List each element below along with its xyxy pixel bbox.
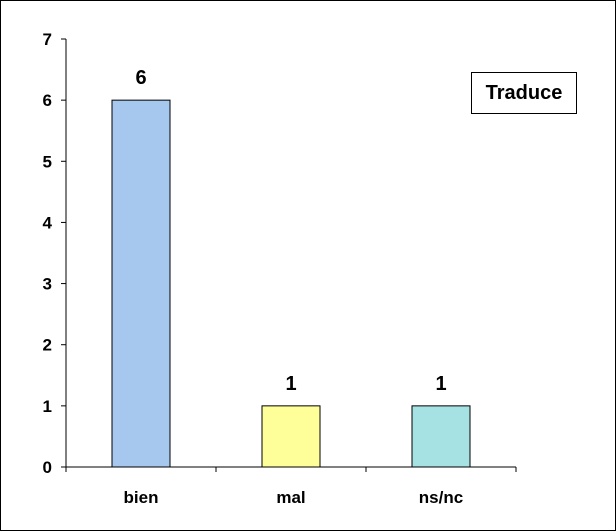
y-tick-label: 1 xyxy=(43,397,52,416)
data-label: 6 xyxy=(135,67,146,89)
y-tick-label: 4 xyxy=(43,213,53,232)
bar-bien xyxy=(111,99,171,468)
bar-mal xyxy=(261,405,321,468)
bars xyxy=(111,99,471,468)
x-category-label: mal xyxy=(276,488,305,507)
legend-box: Traduce xyxy=(471,72,577,114)
y-tick-label: 3 xyxy=(43,275,52,294)
x-category-label: bien xyxy=(124,488,159,507)
y-tick-label: 7 xyxy=(43,30,52,49)
x-category-label: ns/nc xyxy=(419,488,463,507)
y-tick-label: 5 xyxy=(43,152,52,171)
y-tick-label: 0 xyxy=(43,458,52,477)
labels: 6 bien 1 mal 1 ns/nc xyxy=(124,67,464,507)
legend-label: Traduce xyxy=(485,81,563,104)
data-label: 1 xyxy=(285,373,296,395)
bar-ns-nc xyxy=(411,405,471,468)
y-tick-label: 6 xyxy=(43,91,52,110)
y-tick-label: 2 xyxy=(43,336,52,355)
data-label: 1 xyxy=(435,373,446,395)
